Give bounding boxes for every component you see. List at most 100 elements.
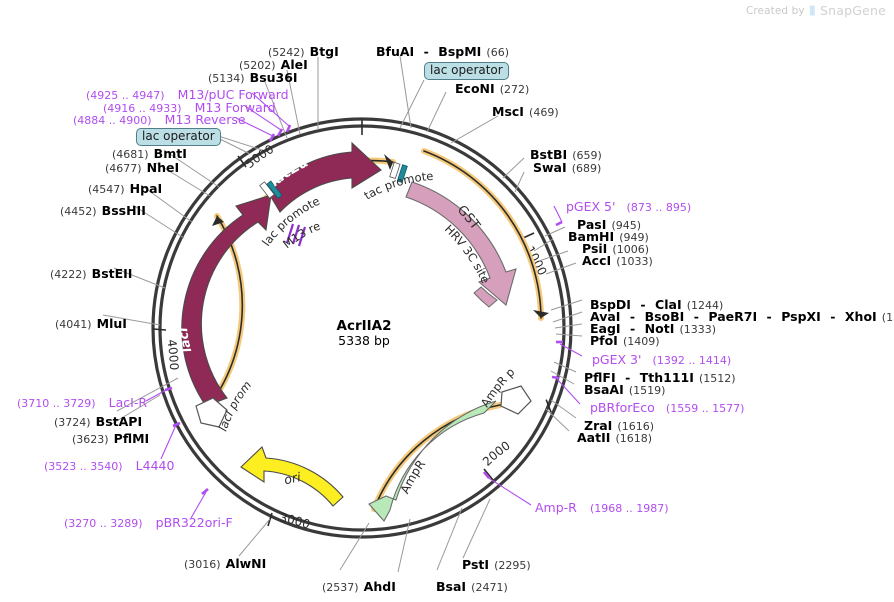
feature-lacZalpha [267, 141, 382, 213]
enzyme-label-bspDI[interactable]: BspDI - ClaI (1244) [590, 296, 723, 312]
enzyme-sep-bfuAI: - [419, 44, 434, 59]
enzyme-label-pstI[interactable]: PstI (2295) [462, 556, 531, 572]
feature-label-pgex3[interactable]: pGEX 3' (1392 .. 1414) [592, 351, 731, 367]
enzyme-name-claI: ClaI [655, 297, 682, 312]
feature-name-amp-r: Amp-R [535, 500, 577, 515]
enzyme-label-econI[interactable]: EcoNI (272) [455, 80, 529, 96]
snapgene-bookmark-icon: ▮ [808, 3, 816, 18]
enzyme-label-btgI[interactable]: (5242) BtgI [268, 43, 339, 59]
plasmid-name: AcrIIA2 [336, 318, 392, 334]
enzyme-position-aleI: (5202) [239, 59, 276, 72]
enzyme-name-pspXI: PspXI [781, 309, 821, 324]
m13-rev-primer-glyph [285, 223, 307, 247]
enzyme-position-hpaI: (4547) [88, 183, 125, 196]
enzyme-name-bsaAI: BsaAI [584, 382, 624, 397]
enzyme-label-ahdI[interactable]: (2537) AhdI [322, 578, 396, 594]
feature-label-m13-reverse[interactable]: (4884 .. 4900) M13 Reverse [73, 111, 246, 127]
enzyme-label-avaI[interactable]: AvaI - BsoBI - PaeR7I - PspXI - XhoI (13… [590, 308, 894, 324]
enzyme-label-mluI[interactable]: (4041) MluI [55, 315, 127, 331]
lac-operator-top[interactable]: lac operator [424, 61, 509, 80]
feature-label-m13-forward[interactable]: (4916 .. 4933) M13 Forward [103, 99, 276, 115]
enzyme-label-eagI[interactable]: EagI - NotI (1333) [590, 320, 716, 336]
enzyme-name-bspMI: BspMI [438, 44, 482, 59]
enzyme-label-aleI[interactable]: (5202) AleI [239, 56, 308, 72]
feature-name-l4440: L4440 [135, 458, 175, 473]
enzyme-label-pasI[interactable]: PasI (945) [577, 216, 641, 232]
enzyme-label-alwNI[interactable]: (3016) AlwNI [184, 555, 266, 571]
feature-label-pbr322ori-f[interactable]: (3270 .. 3289) pBR322ori-F [64, 514, 233, 530]
enzyme-sep-avaI-3: - [762, 309, 777, 324]
enzyme-label-zraI[interactable]: ZraI (1616) [584, 417, 654, 433]
coordinate-ticks [152, 119, 552, 527]
lacI-promoter-glyph [195, 397, 228, 428]
feature-range-pbrforeco: (1559 .. 1577) [665, 402, 745, 415]
enzyme-name-avaI: AvaI [590, 309, 621, 324]
feature-range-m13-puc-forward: (4925 .. 4947) [86, 89, 165, 102]
enzyme-label-pfoI[interactable]: PfoI (1409) [590, 332, 660, 348]
watermark-prefix: Created by [745, 4, 805, 17]
enzyme-position-avaI: (1327) [881, 311, 894, 324]
enzyme-label-bmtI[interactable]: (4681) BmtI [112, 145, 187, 161]
feature-lacI [181, 194, 272, 407]
feature-range-m13-forward: (4916 .. 4933) [103, 102, 182, 115]
enzyme-position-zraI: (1616) [617, 420, 654, 433]
enzyme-label-aatII[interactable]: AatII (1618) [577, 429, 652, 445]
feature-label-l4440[interactable]: (3523 .. 3540) L4440 [44, 457, 174, 473]
enzyme-position-pstI: (2295) [494, 559, 531, 572]
feature-label-m13-puc-forward[interactable]: (4925 .. 4947) M13/pUC Forward [86, 86, 289, 102]
enzyme-name-hpaI: HpaI [129, 181, 163, 196]
feature-range-pgex3: (1392 .. 1414) [652, 354, 732, 367]
enzyme-position-bamHI: (949) [619, 231, 649, 244]
feature-name-m13-reverse: M13 Reverse [164, 112, 246, 127]
enzyme-position-ahdI: (2537) [322, 581, 359, 594]
feature-label-lacI-r[interactable]: (3710 .. 3729) LacI-R [17, 394, 147, 410]
feature-label-amp-r[interactable]: Amp-R (1968 .. 1987) [535, 499, 669, 515]
enzyme-label-nheI[interactable]: (4677) NheI [105, 159, 179, 175]
feature-gst [405, 181, 517, 306]
enzyme-sep-eagI: - [625, 321, 640, 336]
enzyme-name-bstAPI: BstAPI [95, 414, 143, 429]
feature-name-pbrforeco: pBRforEco [590, 400, 655, 415]
enzyme-label-bstEII[interactable]: (4222) BstEII [50, 265, 132, 281]
feature-label-pgex5[interactable]: pGEX 5' (873 .. 895) [566, 198, 691, 214]
enzyme-label-accI[interactable]: AccI (1033) [582, 252, 653, 268]
enzyme-label-pflMI[interactable]: (3623) PflMI [72, 430, 149, 446]
lac-operator-left-label: lac operator [136, 128, 221, 146]
enzyme-position-btgI: (5242) [268, 46, 305, 59]
enzyme-name-bamHI: BamHI [568, 229, 615, 244]
enzyme-leader-lines [102, 55, 583, 573]
enzyme-position-bstAPI: (3724) [54, 416, 91, 429]
enzyme-name-aleI: AleI [280, 57, 308, 72]
enzyme-label-bsaAI[interactable]: BsaAI (1519) [584, 381, 665, 397]
enzyme-position-bssHII: (4452) [60, 205, 97, 218]
enzyme-name-pflMI: PflMI [113, 431, 150, 446]
feature-label-pbrforeco[interactable]: pBRforEco (1559 .. 1577) [590, 399, 744, 415]
enzyme-label-bstBI[interactable]: BstBI (659) [530, 146, 602, 162]
enzyme-label-bamHI[interactable]: BamHI (949) [568, 228, 649, 244]
enzyme-name-bstBI: BstBI [530, 147, 568, 162]
enzyme-label-bsaI[interactable]: BsaI (2471) [436, 578, 508, 594]
enzyme-label-mscI[interactable]: MscI (469) [492, 103, 559, 119]
enzyme-label-swaI[interactable]: SwaI (689) [533, 159, 601, 175]
enzyme-label-bfuAI[interactable]: BfuAI - BspMI (66) [376, 43, 509, 59]
enzyme-label-pflFI[interactable]: PflFI - Tth111I (1512) [584, 369, 736, 385]
enzyme-label-bstAPI[interactable]: (3724) BstAPI [54, 413, 142, 429]
enzyme-name-notI: NotI [644, 321, 675, 336]
enzyme-name-nheI: NheI [146, 160, 180, 175]
enzyme-position-bstBI: (659) [572, 149, 602, 162]
enzyme-label-bssHII[interactable]: (4452) BssHII [60, 202, 146, 218]
enzyme-name-pfoI: PfoI [590, 333, 618, 348]
enzyme-name-bspDI: BspDI [590, 297, 631, 312]
enzyme-name-bstEII: BstEII [91, 266, 133, 281]
enzyme-name-pstI: PstI [462, 557, 490, 572]
enzyme-position-econI: (272) [499, 83, 530, 96]
enzyme-label-bsu36I[interactable]: (5134) Bsu36I [208, 69, 298, 85]
enzyme-position-bstEII: (4222) [50, 268, 87, 281]
enzyme-label-psiI[interactable]: PsiI (1006) [582, 240, 649, 256]
lac-operator-left[interactable]: lac operator [136, 127, 221, 146]
enzyme-name-bsu36I: Bsu36I [249, 70, 298, 85]
enzyme-name-bmtI: BmtI [153, 146, 187, 161]
enzyme-label-hpaI[interactable]: (4547) HpaI [88, 180, 162, 196]
